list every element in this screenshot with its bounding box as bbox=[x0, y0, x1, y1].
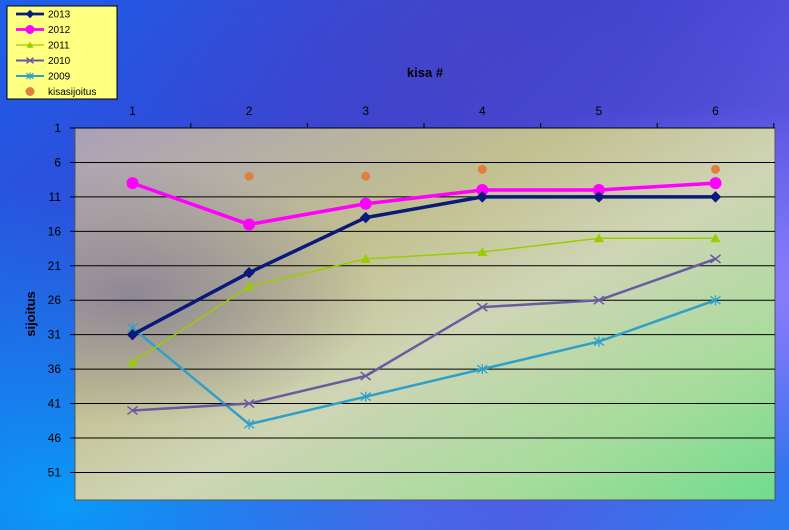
y-axis-title: sijoitus bbox=[23, 291, 38, 337]
y-tick-label: 36 bbox=[48, 362, 62, 376]
legend-item: 2012 bbox=[16, 25, 71, 36]
data-point bbox=[26, 57, 34, 64]
data-point bbox=[477, 247, 488, 256]
data-point bbox=[360, 253, 371, 263]
data-point-stroke bbox=[593, 295, 605, 305]
data-point bbox=[25, 87, 35, 96]
legend: 2013 2012 2011 2010 2009 kisasijoitus bbox=[6, 5, 118, 100]
series-line bbox=[131, 299, 716, 426]
series-line bbox=[131, 195, 716, 337]
data-point bbox=[359, 211, 372, 224]
data-point bbox=[476, 184, 489, 196]
y-tick-label: 16 bbox=[48, 224, 62, 238]
x-axis-title: kisa # bbox=[407, 65, 444, 80]
x-tick-label: 5 bbox=[596, 104, 603, 118]
x-tick-labels: 1 2 3 4 5 6 bbox=[129, 104, 719, 118]
data-point bbox=[593, 295, 605, 305]
data-point bbox=[360, 391, 372, 402]
y-tick-label: 31 bbox=[48, 328, 62, 342]
y-tick-label: 41 bbox=[48, 397, 62, 411]
data-point bbox=[126, 328, 139, 341]
data-point-stroke bbox=[476, 302, 488, 312]
data-point bbox=[360, 371, 372, 381]
data-point bbox=[710, 233, 721, 243]
legend-label: 2013 bbox=[48, 10, 71, 21]
legend-item: kisasijoitus bbox=[25, 87, 96, 98]
series-line bbox=[131, 181, 716, 227]
data-point bbox=[361, 171, 371, 181]
data-point bbox=[709, 177, 722, 190]
legend-item: 2013 bbox=[16, 10, 71, 21]
series-line bbox=[132, 237, 716, 363]
data-point bbox=[709, 191, 722, 203]
data-point bbox=[26, 72, 34, 80]
data-point bbox=[593, 233, 604, 243]
data-point bbox=[244, 281, 255, 291]
legend-label: 2011 bbox=[48, 41, 70, 52]
data-point-stroke bbox=[127, 405, 138, 416]
x-tick-label: 3 bbox=[362, 104, 369, 118]
data-point bbox=[243, 419, 255, 430]
legend-label: kisasijoitus bbox=[48, 87, 96, 98]
data-point-stroke bbox=[26, 57, 34, 64]
data-point bbox=[244, 171, 254, 181]
x-tick-label: 1 bbox=[129, 104, 136, 118]
legend-item: 2009 bbox=[16, 72, 71, 83]
plot-area-shading bbox=[75, 128, 775, 500]
y-tick-label: 26 bbox=[48, 293, 62, 307]
y-tick-label: 1 bbox=[54, 121, 61, 135]
data-point bbox=[243, 218, 256, 231]
data-point bbox=[25, 25, 35, 34]
x-tick-label: 4 bbox=[479, 104, 486, 118]
series-layer bbox=[126, 164, 722, 430]
data-point bbox=[476, 302, 488, 312]
data-point bbox=[476, 191, 489, 203]
series-2009 bbox=[127, 295, 721, 430]
data-point-stroke bbox=[360, 371, 372, 381]
data-point bbox=[476, 364, 488, 375]
data-point bbox=[593, 336, 605, 347]
x-tick-label: 6 bbox=[712, 104, 719, 118]
legend-label: 2009 bbox=[48, 72, 71, 83]
data-point bbox=[26, 41, 34, 48]
data-point bbox=[25, 9, 35, 19]
series-2011 bbox=[127, 233, 721, 367]
data-point bbox=[593, 191, 605, 203]
data-point bbox=[127, 357, 138, 367]
data-point bbox=[710, 295, 721, 306]
series-2010 bbox=[127, 254, 721, 416]
series-2013 bbox=[126, 191, 722, 341]
y-tick-label: 51 bbox=[48, 465, 62, 479]
data-point-stroke bbox=[710, 254, 721, 264]
series-line bbox=[132, 257, 716, 412]
legend-label: 2010 bbox=[48, 56, 71, 67]
y-tick-label: 11 bbox=[49, 190, 62, 204]
data-point bbox=[710, 254, 721, 264]
data-point bbox=[243, 266, 255, 279]
y-tick-label: 21 bbox=[48, 259, 62, 273]
data-point bbox=[243, 398, 255, 409]
data-point bbox=[592, 184, 605, 196]
legend-items: 2013 2012 2011 2010 2009 kisasijoitus bbox=[16, 10, 96, 98]
data-point bbox=[477, 164, 487, 174]
data-point-stroke bbox=[243, 398, 255, 409]
data-point bbox=[359, 197, 372, 210]
data-point bbox=[127, 405, 138, 416]
data-point bbox=[126, 177, 139, 190]
y-tick-label: 46 bbox=[48, 431, 62, 445]
series-2012 bbox=[126, 177, 722, 231]
data-point bbox=[711, 164, 720, 174]
legend-box bbox=[6, 5, 118, 100]
legend-item: 2010 bbox=[16, 56, 71, 67]
legend-item: 2011 bbox=[16, 41, 70, 52]
legend-label: 2012 bbox=[48, 25, 71, 36]
grid-layer bbox=[70, 123, 775, 473]
x-tick-label: 2 bbox=[246, 104, 253, 118]
y-tick-label: 6 bbox=[54, 155, 61, 169]
